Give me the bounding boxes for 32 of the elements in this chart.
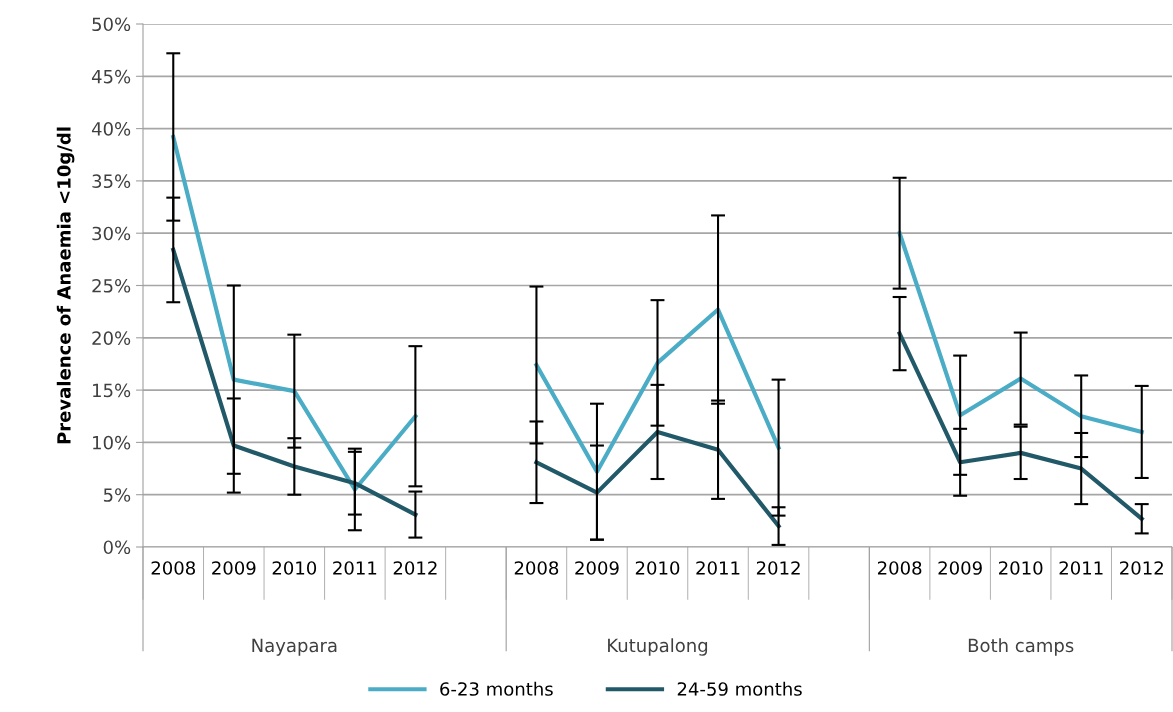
x-tick-label: 2012 bbox=[1120, 561, 1163, 575]
x-tick-label: 2011 bbox=[333, 561, 377, 575]
y-tick-label: 30% bbox=[92, 226, 131, 241]
y-tick-label: 50% bbox=[92, 17, 131, 32]
x-tick-label: 2009 bbox=[212, 561, 256, 575]
x-tick-label: 2012 bbox=[393, 561, 437, 575]
y-tick-label: 0% bbox=[103, 540, 131, 555]
y-tick-label: 15% bbox=[93, 383, 131, 398]
y-tick-label: 5% bbox=[103, 488, 131, 502]
text: Both camps bbox=[968, 638, 1074, 656]
legend-label: 6-23 months bbox=[440, 681, 553, 696]
x-tick-label: 2011 bbox=[1059, 561, 1103, 575]
x-tick-label: 2008 bbox=[151, 561, 195, 575]
x-tick-label: 2009 bbox=[575, 561, 619, 575]
y-tick-label: 40% bbox=[91, 122, 131, 136]
y-tick-label: 25% bbox=[92, 278, 131, 293]
x-tick-label: 2010 bbox=[272, 561, 317, 575]
x-tick-label: 2008 bbox=[514, 561, 559, 575]
y-tick-label: 35% bbox=[92, 174, 131, 189]
x-tick-label: 2011 bbox=[696, 561, 740, 575]
x-tick-label: 2010 bbox=[635, 561, 680, 575]
text: Kutupalong bbox=[608, 638, 708, 656]
y-axis-title: Prevalence of Anaemia <10g/dl bbox=[56, 127, 75, 444]
x-tick-label: 2009 bbox=[938, 561, 982, 575]
y-tick-label: 45% bbox=[91, 69, 131, 84]
y-tick-label: 20% bbox=[92, 331, 131, 345]
x-tick-label: 2008 bbox=[877, 561, 922, 575]
text: Nayapara bbox=[252, 638, 337, 656]
legend-label: 24-59 months bbox=[677, 681, 802, 696]
x-tick-label: 2010 bbox=[999, 561, 1043, 575]
y-tick-label: 10% bbox=[93, 435, 131, 450]
x-tick-label: 2012 bbox=[756, 561, 800, 575]
